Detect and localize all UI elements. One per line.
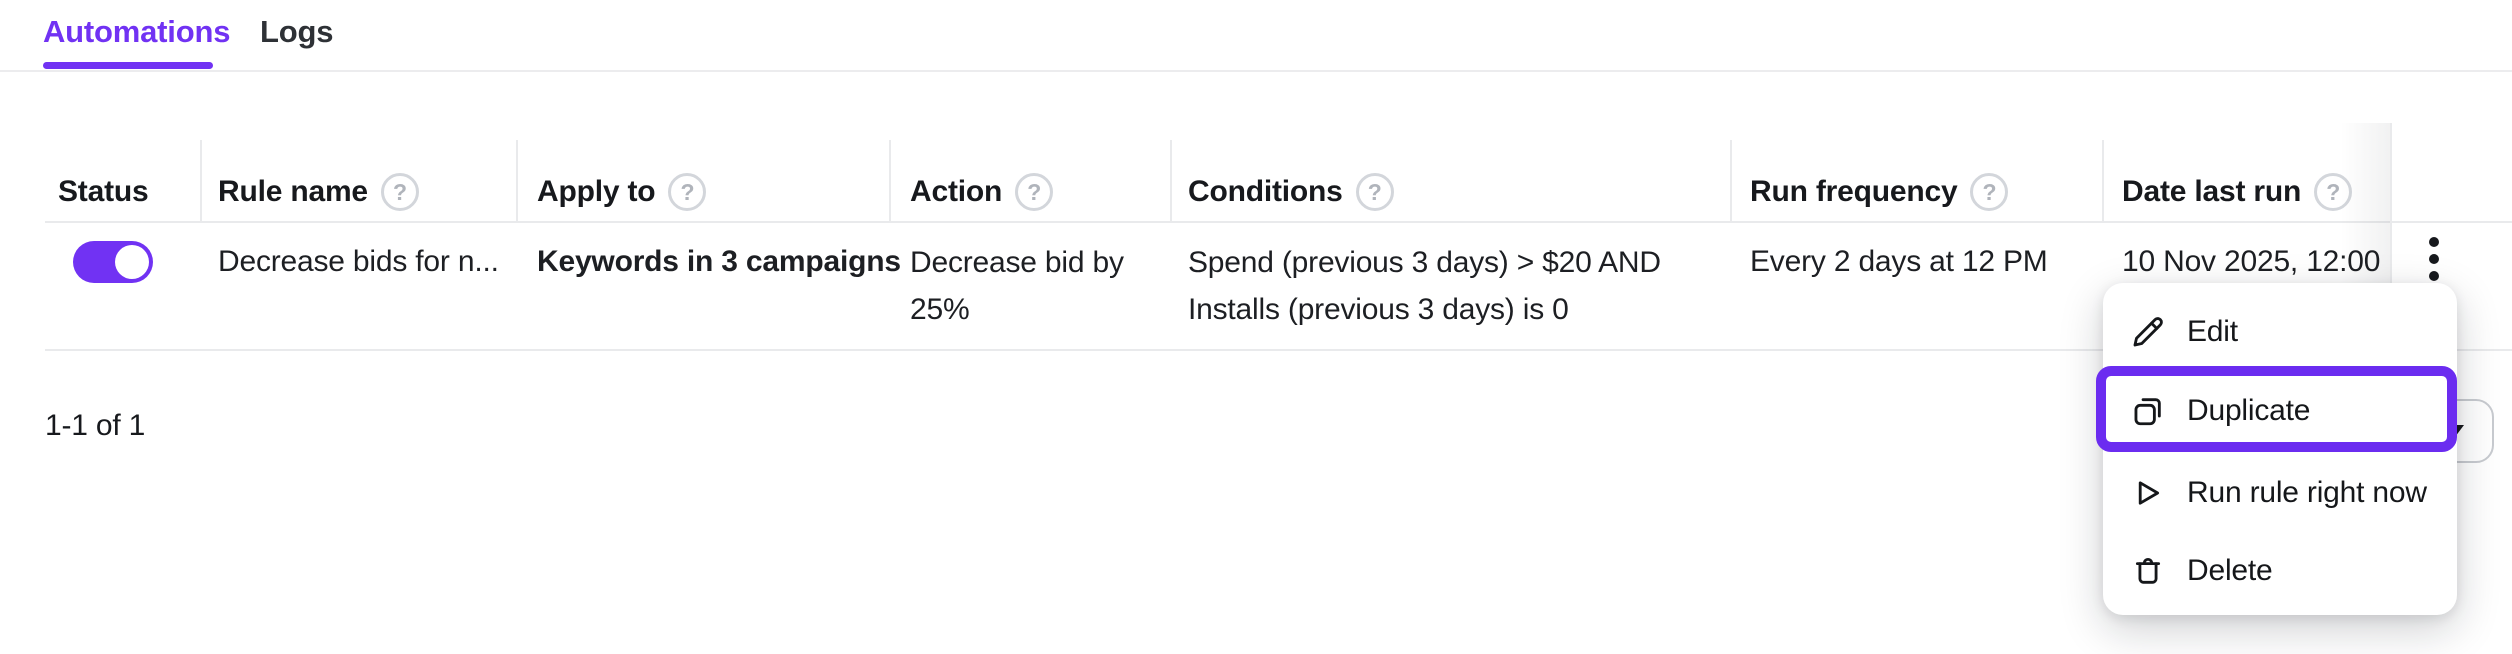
pencil-icon (2133, 316, 2163, 346)
column-label: Date last run (2122, 175, 2302, 208)
copy-icon (2134, 397, 2161, 425)
help-icon[interactable]: ? (1970, 173, 2009, 211)
column-label: Run frequency (1750, 175, 1958, 208)
tab-logs[interactable]: Logs (260, 14, 334, 49)
column-divider (889, 140, 891, 222)
menu-item-duplicate[interactable]: Duplicate (2103, 371, 2457, 450)
menu-item-label: Edit (2187, 314, 2238, 348)
row-actions-kebab-icon[interactable] (2404, 229, 2464, 289)
help-icon[interactable]: ? (2314, 173, 2353, 211)
help-icon[interactable]: ? (1355, 173, 1394, 211)
tab-automations[interactable]: Automations (43, 14, 231, 49)
menu-item-delete[interactable]: Delete (2103, 531, 2457, 610)
menu-item-label: Delete (2187, 553, 2273, 587)
column-divider (200, 140, 202, 222)
cell-date-last-run: 10 Nov 2025, 12:00 (2122, 245, 2381, 278)
conditions-line-2: Installs (previous 3 days) is 0 (1188, 293, 1569, 326)
column-header-status: Status (58, 170, 149, 214)
column-header-run-frequency: Run frequency ? (1750, 170, 2009, 214)
column-header-rule-name: Rule name ? (218, 170, 419, 214)
cell-action: Decrease bid by 25% (910, 239, 1124, 333)
cell-run-frequency: Every 2 days at 12 PM (1750, 245, 2048, 278)
active-tab-underline (43, 62, 213, 69)
column-label: Action (910, 175, 1003, 208)
action-line-2: 25% (910, 293, 970, 326)
help-icon[interactable]: ? (668, 173, 707, 211)
row-bottom-border (45, 349, 2512, 351)
kebab-dot (2429, 237, 2439, 247)
column-header-action: Action ? (910, 170, 1054, 214)
column-divider (1170, 140, 1172, 222)
menu-item-label: Duplicate (2187, 393, 2311, 427)
conditions-line-1: Spend (previous 3 days) > $20 AND (1188, 246, 1661, 279)
column-header-conditions: Conditions ? (1188, 170, 1394, 214)
sticky-column-divider (2390, 123, 2392, 351)
kebab-dot (2429, 271, 2439, 281)
menu-item-edit[interactable]: Edit (2103, 292, 2457, 371)
help-icon[interactable]: ? (1015, 173, 1054, 211)
header-bottom-border (45, 221, 2512, 223)
column-divider (516, 140, 518, 222)
help-icon[interactable]: ? (380, 173, 419, 211)
row-actions-menu: Edit Duplicate Run rule right now Delete (2103, 283, 2457, 615)
column-header-date-last-run: Date last run ? (2122, 170, 2353, 214)
tab-bar: Automations Logs (0, 0, 2512, 72)
column-label: Rule name (218, 175, 368, 208)
cell-rule-name: Decrease bids for n... (218, 245, 499, 278)
action-line-1: Decrease bid by (910, 246, 1124, 279)
column-divider (2102, 140, 2104, 222)
menu-item-label: Run rule right now (2187, 475, 2427, 509)
status-toggle[interactable] (73, 241, 153, 283)
column-label: Status (58, 175, 149, 208)
cell-conditions: Spend (previous 3 days) > $20 AND Instal… (1188, 239, 1661, 333)
cell-apply-to-link[interactable]: Keywords in 3 campaigns (537, 245, 901, 278)
kebab-dot (2429, 254, 2439, 264)
toggle-knob (115, 245, 149, 279)
column-label: Conditions (1188, 175, 1343, 208)
column-divider (1730, 140, 1732, 222)
menu-item-run-rule-right-now[interactable]: Run rule right now (2103, 453, 2457, 532)
play-icon (2138, 480, 2160, 505)
trash-icon (2135, 557, 2161, 584)
column-header-apply-to: Apply to ? (537, 170, 707, 214)
pagination-summary: 1-1 of 1 (45, 409, 146, 442)
column-label: Apply to (537, 175, 656, 208)
